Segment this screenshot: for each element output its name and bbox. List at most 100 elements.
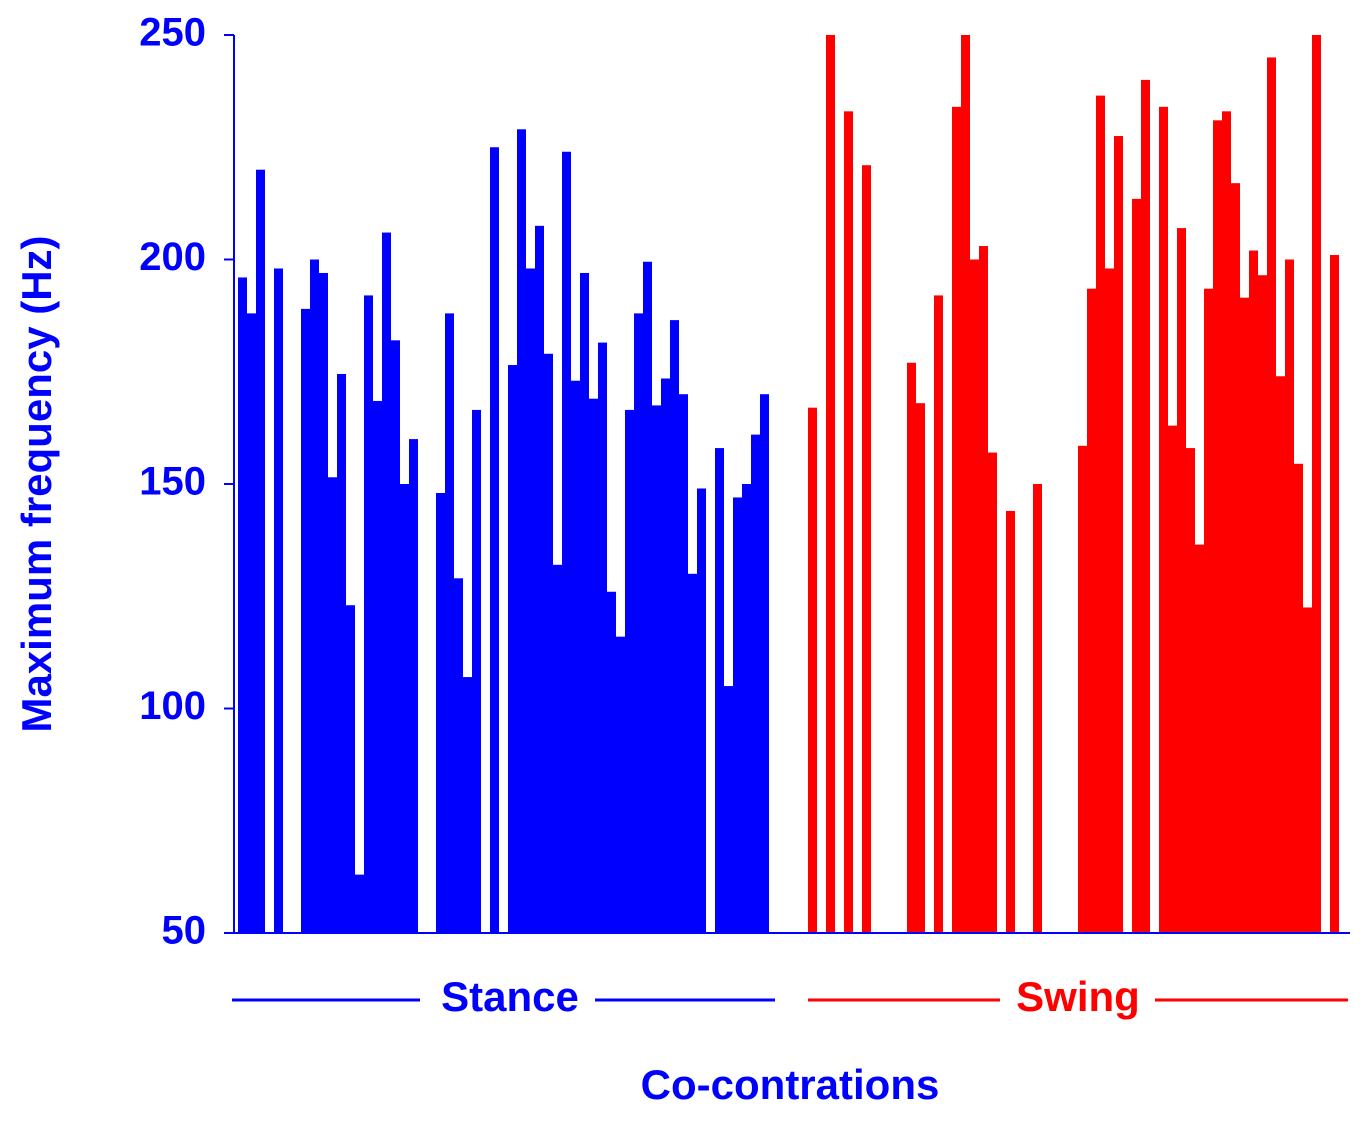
bar — [238, 277, 247, 934]
bar — [247, 313, 256, 933]
bar — [808, 407, 817, 933]
bar — [1330, 255, 1339, 933]
bar — [652, 405, 661, 933]
bar — [844, 111, 853, 933]
bar — [301, 308, 310, 933]
bar — [373, 400, 382, 933]
bar — [1006, 510, 1015, 933]
bar — [1159, 106, 1168, 934]
bar — [643, 261, 652, 933]
bar — [454, 578, 463, 933]
bar — [688, 573, 697, 933]
bar — [742, 484, 751, 933]
bar — [445, 313, 454, 933]
bar — [1258, 275, 1267, 934]
bar — [616, 636, 625, 933]
bar — [256, 169, 265, 933]
bar — [961, 35, 970, 933]
bar — [970, 259, 979, 933]
bar — [1195, 544, 1204, 933]
x-axis-label: Co-contrations — [641, 1061, 940, 1108]
bar — [715, 448, 724, 933]
bar — [724, 686, 733, 933]
bar — [760, 394, 769, 933]
bar — [697, 488, 706, 933]
bar — [544, 353, 553, 933]
bar — [1114, 136, 1123, 933]
y-tick-label: 50 — [162, 909, 207, 953]
bar — [490, 147, 499, 933]
group-label: Swing — [1016, 973, 1140, 1020]
bar — [1222, 111, 1231, 933]
bar — [1141, 79, 1150, 933]
bar — [1303, 607, 1312, 933]
bar — [634, 313, 643, 933]
bar — [436, 492, 445, 933]
bar — [1177, 228, 1186, 933]
bar — [571, 380, 580, 934]
bar — [1276, 376, 1285, 933]
y-tick-label: 250 — [139, 11, 206, 55]
bar — [916, 403, 925, 933]
bar — [463, 677, 472, 933]
bar — [751, 434, 760, 933]
bar — [1231, 183, 1240, 934]
bar — [589, 398, 598, 933]
bar — [1267, 57, 1276, 933]
bar — [1087, 288, 1096, 933]
bar — [409, 439, 418, 933]
bar — [862, 165, 871, 933]
bar — [580, 272, 589, 934]
bar — [1186, 448, 1195, 933]
bar — [1213, 120, 1222, 933]
bar — [328, 477, 337, 933]
y-tick-label: 150 — [139, 460, 206, 504]
bar — [310, 259, 319, 933]
bar — [1204, 288, 1213, 933]
bar — [562, 151, 571, 934]
bar — [526, 268, 535, 934]
bar — [391, 340, 400, 933]
bar — [934, 295, 943, 933]
bar — [607, 591, 616, 933]
bar — [517, 129, 526, 934]
bar — [1096, 95, 1105, 934]
bar — [1033, 484, 1042, 933]
bar — [382, 232, 391, 933]
y-tick-label: 200 — [139, 235, 206, 279]
bar — [661, 378, 670, 933]
bar — [1105, 268, 1114, 934]
bar — [1294, 463, 1303, 933]
bar — [346, 605, 355, 933]
bar — [1078, 445, 1087, 933]
bar — [733, 497, 742, 933]
y-tick-label: 100 — [139, 684, 206, 728]
bar — [952, 106, 961, 934]
bar — [988, 452, 997, 933]
bar — [625, 409, 634, 933]
bar — [1132, 198, 1141, 933]
bar — [1240, 297, 1249, 933]
bar — [907, 362, 916, 933]
group-label: Stance — [441, 973, 579, 1020]
bar — [355, 874, 364, 933]
bar — [979, 246, 988, 933]
bar — [400, 484, 409, 933]
bar — [337, 373, 346, 933]
bar — [1285, 259, 1294, 933]
bar — [319, 272, 328, 934]
bar — [826, 35, 835, 933]
bar — [274, 268, 283, 934]
bar — [598, 342, 607, 933]
bar — [679, 394, 688, 933]
bar — [535, 225, 544, 933]
bar — [1249, 250, 1258, 933]
bar — [508, 365, 517, 933]
bar — [1312, 35, 1321, 933]
bar — [364, 295, 373, 933]
bar — [472, 409, 481, 933]
bar — [553, 564, 562, 933]
bar — [1168, 425, 1177, 933]
bar — [670, 320, 679, 933]
